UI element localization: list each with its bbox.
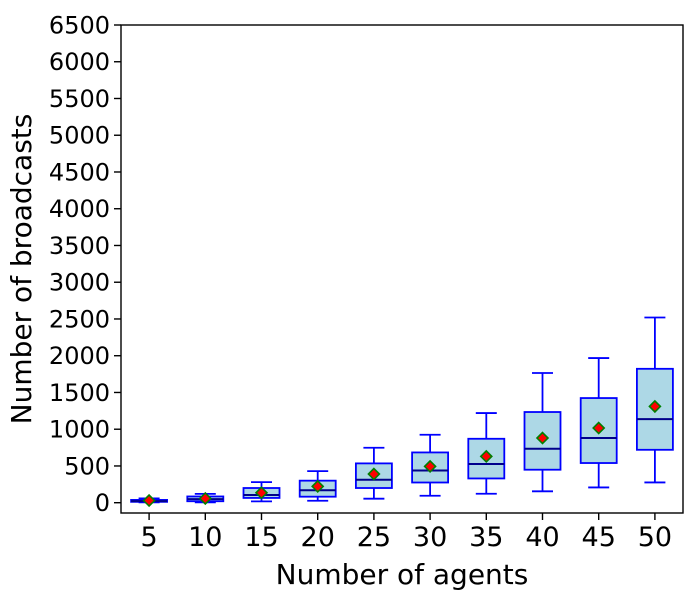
mean-marker [254,486,269,500]
x-axis-title: Number of agents [276,558,529,591]
x-tick-label: 20 [301,522,335,553]
y-tick-label: 2000 [49,342,110,370]
x-tick-label: 10 [188,522,222,553]
y-tick-label: 6500 [49,12,110,40]
y-tick-label: 5500 [49,85,110,113]
y-tick-label: 1500 [49,379,110,407]
x-tick-label: 15 [244,522,278,553]
y-tick-label: 4500 [49,158,110,186]
y-tick-label: 5000 [49,122,110,150]
mean-marker [311,479,325,494]
y-tick-label: 500 [64,452,110,480]
mean-marker [423,459,437,474]
y-tick-label: 4000 [49,195,110,223]
box-45 [579,397,618,464]
mean-marker [648,399,662,414]
y-tick-label: 3000 [49,269,110,297]
y-tick-label: 3500 [49,232,110,260]
mean-marker [367,467,381,481]
x-tick-label: 45 [582,522,616,553]
y-tick-label: 2500 [49,305,110,333]
y-axis-title: Number of broadcasts [5,114,38,425]
plot-area: 0 500 1000 1500 2000 2500 3000 3500 4000 4500 5000… [49,12,684,553]
mean-marker [198,491,212,506]
mean-marker [592,421,606,435]
y-tick-label: 0 [95,489,110,517]
x-tick-label: 25 [357,522,391,553]
x-tick-label: 5 [141,522,158,553]
x-tick-label: 50 [638,522,672,553]
y-tick-label: 6000 [49,48,110,76]
mean-marker [142,493,156,508]
x-tick-label: 40 [525,522,559,553]
mean-marker [479,449,493,464]
x-tick-label: 35 [469,522,503,553]
mean-marker [535,431,550,445]
x-tick-label: 30 [413,522,447,553]
y-tick-label: 1000 [49,416,110,444]
